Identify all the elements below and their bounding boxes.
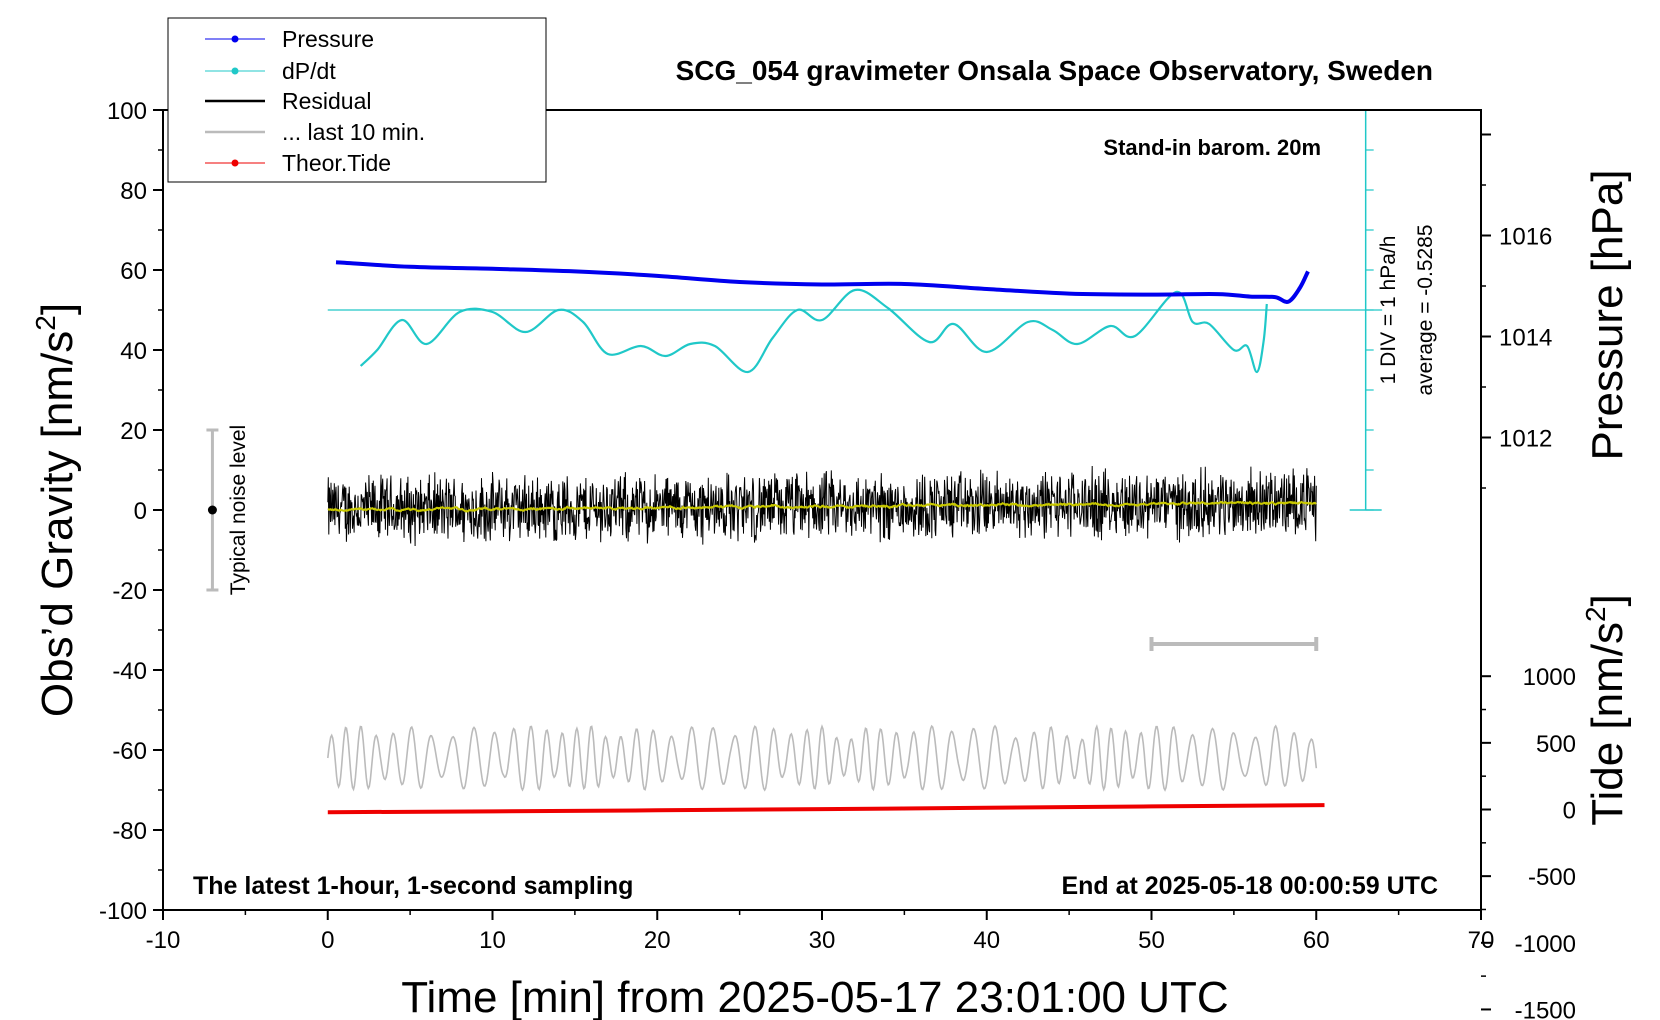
tide-tick-label: -500 (1528, 864, 1576, 891)
traces (206, 109, 1383, 815)
x-tick-label: 0 (321, 927, 334, 954)
y-tick-label: -40 (112, 658, 147, 685)
x-tick-label: 50 (1138, 927, 1165, 954)
legend: Pressure dP/dt Residual ... last 10 min.… (167, 17, 547, 183)
x-tick-label: 60 (1303, 927, 1330, 954)
legend-residual-label: Residual (282, 88, 372, 114)
series-pressure (335, 260, 1310, 304)
tide-tick-label: 0 (1563, 798, 1576, 825)
legend-tide-label: Theor.Tide (282, 150, 391, 176)
y-tick-label: 100 (107, 98, 147, 125)
x-tick-label: 30 (809, 927, 836, 954)
div-label: 1 DIV = 1 hPa/h (1377, 236, 1400, 385)
y-tick-label: 0 (134, 498, 147, 525)
average-label: average = -0.5285 (1414, 224, 1437, 395)
x-tick-label: 20 (644, 927, 671, 954)
y-tick-label: 80 (120, 178, 147, 205)
noise-point (207, 505, 217, 515)
series-dpdt (359, 288, 1268, 374)
series-last-10-min (327, 724, 1318, 792)
tide-tick-label: 1000 (1523, 664, 1576, 691)
x-tick-label: -10 (146, 927, 181, 954)
pressure-tick-label: 1012 (1499, 426, 1552, 453)
y-tick-label: -60 (112, 738, 147, 765)
axis-ticks: -10 0 10 20 30 40 50 60 70100806040200-20-40-60-… (99, 98, 1576, 1020)
stand-in-note: Stand-in barom. 20m (1103, 135, 1321, 160)
chart-title: SCG_054 gravimeter Onsala Space Observat… (676, 55, 1433, 86)
legend-dpdt-label: dP/dt (282, 58, 336, 84)
pressure-tick-label: 1014 (1499, 325, 1552, 352)
legend-dpdt-marker (231, 67, 239, 75)
y-tick-label: 60 (120, 258, 147, 285)
x-tick-label: 10 (479, 927, 506, 954)
series-theor-tide (327, 803, 1325, 815)
pressure-tick-label: 1016 (1499, 224, 1552, 251)
y-tick-label: 40 (120, 338, 147, 365)
legend-tide-marker (231, 159, 239, 167)
y-axis-label: Obs’d Gravity [nm/s2] (30, 303, 82, 717)
x-tick-label: 40 (973, 927, 1000, 954)
tide-tick-label: 500 (1536, 731, 1576, 758)
x-tick-label: 70 (1468, 927, 1495, 954)
y-tick-label: -20 (112, 578, 147, 605)
y-tick-label: -100 (99, 898, 147, 925)
tide-axis-label: Tide [nm/s2] (1580, 594, 1632, 826)
latest-note: The latest 1-hour, 1-second sampling (193, 872, 633, 900)
y-tick-label: 20 (120, 418, 147, 445)
end-at-note: End at 2025-05-18 00:00:59 UTC (1061, 872, 1438, 900)
series-residual-smoothed (327, 500, 1317, 513)
pressure-axis-label: Pressure [hPa] (1583, 169, 1632, 460)
legend-last10-label: ... last 10 min. (282, 119, 425, 145)
series-residual (327, 465, 1317, 547)
legend-pressure-label: Pressure (282, 26, 374, 52)
tide-tick-label: -1000 (1515, 931, 1576, 958)
legend-pressure-marker (231, 35, 239, 43)
noise-label: Typical noise level (227, 425, 250, 595)
x-axis-label: Time [min] from 2025-05-17 23:01:00 UTC (401, 973, 1228, 1020)
y-tick-label: -80 (112, 818, 147, 845)
tide-tick-label: -1500 (1515, 997, 1576, 1020)
